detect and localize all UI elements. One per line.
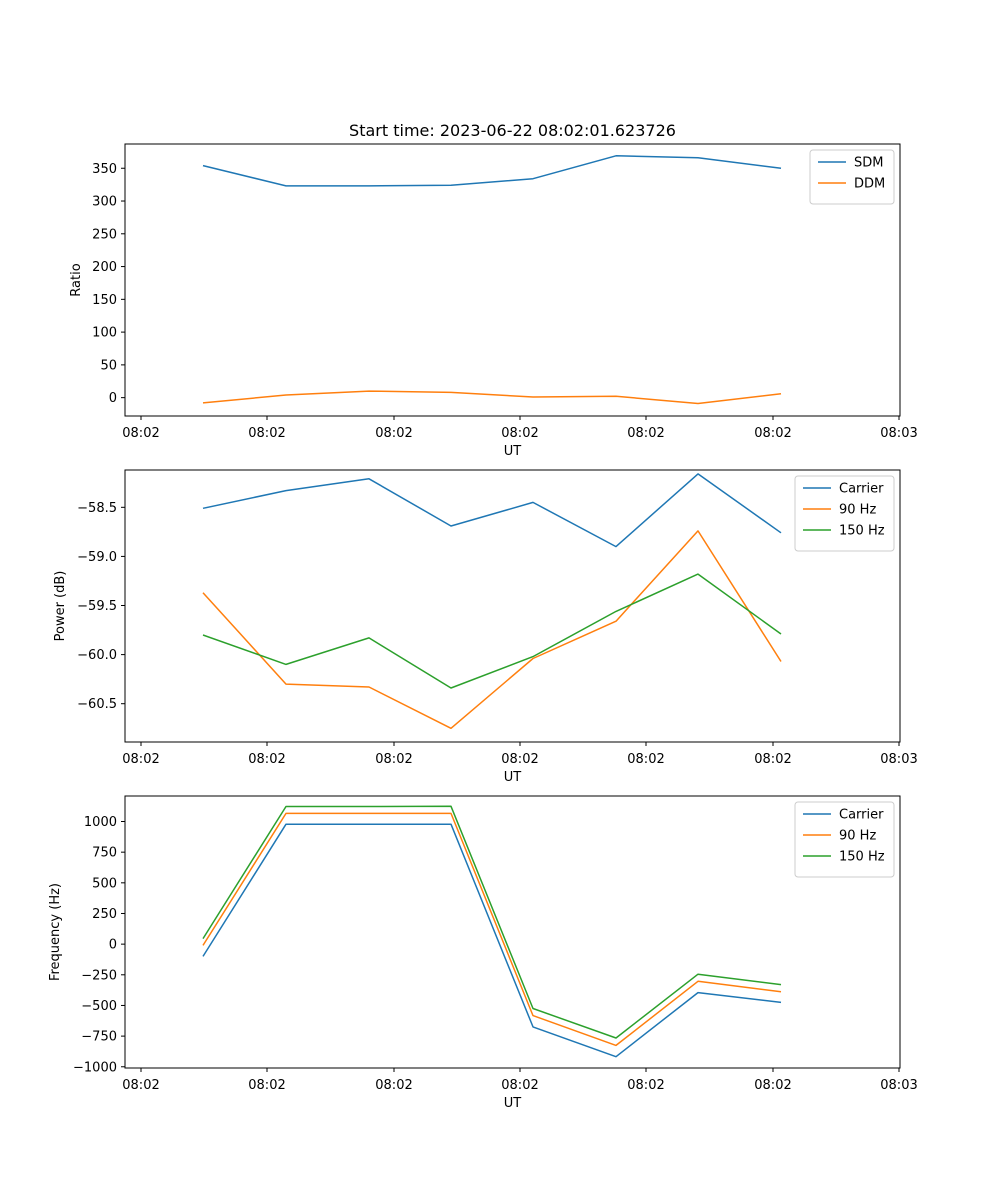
y-tick-label: −60.0	[77, 648, 117, 663]
legend-label: 90 Hz	[839, 829, 876, 844]
legend-box	[794, 475, 895, 552]
y-tick-label: −500	[81, 999, 117, 1014]
x-tick-label: 08:03	[880, 752, 917, 767]
y-tick-label: 250	[92, 227, 117, 242]
y-axis-label: Ratio	[69, 263, 84, 296]
y-axis-label: Power (dB)	[53, 571, 68, 642]
series-line-150-hz	[202, 805, 782, 1039]
x-tick-label: 08:02	[248, 1078, 285, 1093]
x-tick-label: 08:02	[122, 1078, 159, 1093]
y-tick-label: −750	[81, 1030, 117, 1045]
x-tick-label: 08:02	[627, 1078, 664, 1093]
legend-label: 90 Hz	[839, 503, 876, 518]
x-tick-label: 08:02	[248, 752, 285, 767]
x-tick-label: 08:02	[122, 426, 159, 441]
x-tick-label: 08:02	[122, 752, 159, 767]
x-tick-label: 08:02	[375, 1078, 412, 1093]
legend-label: SDM	[854, 156, 883, 171]
chart-panel-2: 08:02 08:02 08:02 08:02 08:02 08:02 08:03 −60.5…	[53, 469, 918, 785]
y-tick-label: 250	[92, 907, 117, 922]
y-tick-label: 150	[92, 293, 117, 308]
y-tick-label: 0	[109, 391, 117, 406]
x-axis-label: UT	[504, 770, 522, 785]
series-line-90-hz	[202, 530, 782, 730]
x-tick-label: 08:03	[880, 1078, 917, 1093]
series-line-90-hz	[202, 812, 782, 1047]
legend-label: 150 Hz	[839, 850, 885, 865]
y-tick-label: −59.5	[77, 599, 117, 614]
series-line-ddm	[202, 390, 782, 405]
plot-frame	[124, 795, 901, 1069]
series-line-sdm	[202, 155, 782, 187]
y-tick-label: 1000	[84, 815, 117, 830]
legend-label: 150 Hz	[839, 524, 885, 539]
legend-label: DDM	[854, 177, 885, 192]
legend-label: Carrier	[839, 482, 884, 497]
y-tick-label: −59.0	[77, 550, 117, 565]
y-tick-label: 100	[92, 326, 117, 341]
y-tick-label: 300	[92, 195, 117, 210]
series-line-carrier	[202, 473, 782, 548]
x-tick-label: 08:02	[627, 752, 664, 767]
legend: SDM DDM	[809, 149, 895, 205]
y-tick-label: 200	[92, 260, 117, 275]
y-tick-label: 50	[100, 358, 117, 373]
y-tick-label: −60.5	[77, 697, 117, 712]
x-tick-label: 08:02	[627, 426, 664, 441]
y-tick-label: −58.5	[77, 501, 117, 516]
y-axis-label: Frequency (Hz)	[48, 883, 63, 981]
y-tick-label: 500	[92, 876, 117, 891]
chart-title: Start time: 2023-06-22 08:02:01.623726	[349, 121, 676, 140]
chart-panel-1: Start time: 2023-06-22 08:02:01.623726 08…	[69, 121, 918, 459]
x-tick-label: 08:02	[754, 1078, 791, 1093]
x-tick-label: 08:02	[754, 426, 791, 441]
x-tick-label: 08:02	[501, 426, 538, 441]
x-tick-label: 08:02	[375, 752, 412, 767]
plot-frame	[124, 143, 901, 417]
chart-panel-3: 08:02 08:02 08:02 08:02 08:02 08:02 08:03 −1000…	[48, 795, 918, 1111]
series-line-carrier	[202, 823, 782, 1058]
x-tick-label: 08:02	[501, 1078, 538, 1093]
y-tick-label: 750	[92, 846, 117, 861]
y-tick-label: 0	[109, 938, 117, 953]
legend: Carrier 90 Hz 150 Hz	[794, 475, 895, 552]
x-axis-label: UT	[504, 1096, 522, 1111]
series-line-150-hz	[202, 573, 782, 689]
y-tick-label: 350	[92, 162, 117, 177]
x-tick-label: 08:02	[248, 426, 285, 441]
legend-box	[809, 149, 895, 205]
legend: Carrier 90 Hz 150 Hz	[794, 801, 895, 878]
y-tick-label: −1000	[73, 1060, 117, 1075]
x-tick-label: 08:02	[754, 752, 791, 767]
x-tick-label: 08:02	[375, 426, 412, 441]
x-tick-label: 08:02	[501, 752, 538, 767]
x-axis-label: UT	[504, 444, 522, 459]
y-tick-label: −250	[81, 968, 117, 983]
legend-label: Carrier	[839, 808, 884, 823]
x-tick-label: 08:03	[880, 426, 917, 441]
legend-box	[794, 801, 895, 878]
